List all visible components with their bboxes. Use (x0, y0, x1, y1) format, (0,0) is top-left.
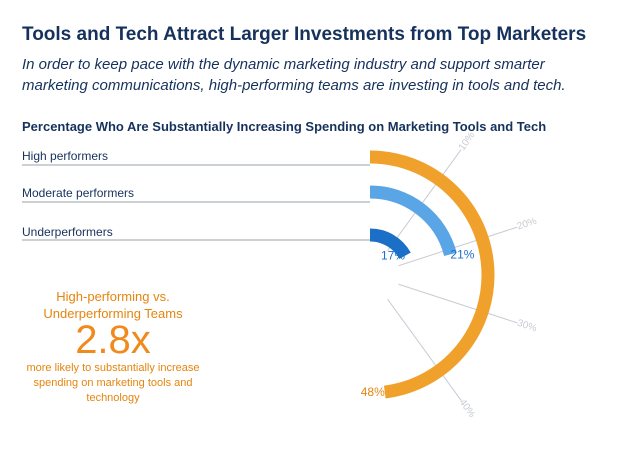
callout-heading: High-performing vs. Underperforming Team… (43, 289, 183, 321)
radial-bar (369, 185, 457, 257)
axis-spoke (398, 283, 518, 324)
data-label: 17% (381, 249, 405, 263)
axis-tick-label: 10% (457, 130, 478, 153)
axis-spoke (398, 226, 518, 267)
callout-text: more likely to substantially increase sp… (26, 362, 200, 404)
axis-tick-label: 40% (457, 397, 478, 420)
data-label: 48% (361, 385, 385, 399)
axis-tick-label: 20% (516, 216, 539, 233)
radial-bar (369, 150, 495, 399)
callout-big-value: 2.8x (75, 318, 151, 362)
category-label: Moderate performers (22, 186, 134, 200)
chart-title: Percentage Who Are Substantially Increas… (22, 119, 547, 134)
axis-tick-label: 30% (516, 318, 539, 335)
axis-spoke (387, 149, 462, 252)
radial-bar (369, 228, 411, 260)
data-label: 21% (450, 247, 474, 261)
category-label: Underperformers (22, 225, 113, 239)
category-label: High performers (22, 149, 108, 163)
axis-spoke (387, 298, 462, 401)
page-subtitle: In order to keep pace with the dynamic m… (22, 56, 566, 94)
page-title: Tools and Tech Attract Larger Investment… (22, 24, 587, 45)
